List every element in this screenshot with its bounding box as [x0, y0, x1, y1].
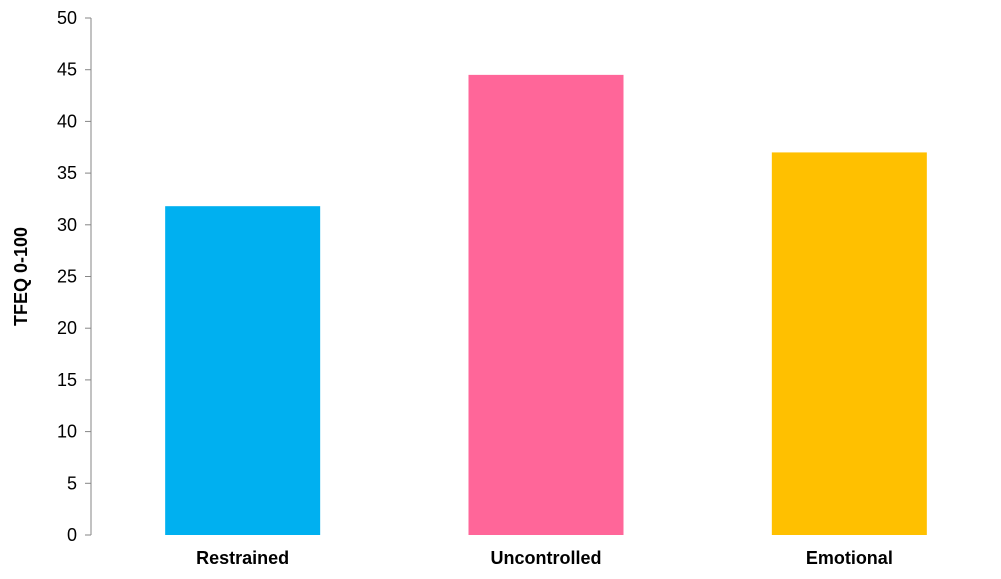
x-label-uncontrolled: Uncontrolled [491, 548, 602, 568]
bars [165, 74, 927, 536]
x-label-restrained: Restrained [196, 548, 289, 568]
y-axis: 0 5 10 15 20 25 30 35 40 45 50 [57, 8, 92, 545]
y-tick-label: 45 [57, 60, 77, 80]
y-tick-label: 50 [57, 8, 77, 28]
y-tick-label: 5 [67, 473, 77, 493]
y-tick-label: 20 [57, 318, 77, 338]
y-tick-label: 25 [57, 267, 77, 287]
bar-restrained [165, 206, 321, 536]
x-category-labels: Restrained Uncontrolled Emotional [196, 548, 893, 568]
y-tick-label: 10 [57, 422, 77, 442]
y-tick-label: 40 [57, 111, 77, 131]
y-axis-title: TFEQ 0-100 [11, 227, 31, 326]
bar-emotional [771, 152, 927, 536]
y-tick-label: 0 [67, 525, 77, 545]
y-ticks: 0 5 10 15 20 25 30 35 40 45 50 [57, 8, 91, 545]
x-label-emotional: Emotional [806, 548, 893, 568]
y-tick-label: 30 [57, 215, 77, 235]
y-tick-label: 15 [57, 370, 77, 390]
bar-uncontrolled [468, 74, 624, 536]
y-tick-label: 35 [57, 163, 77, 183]
